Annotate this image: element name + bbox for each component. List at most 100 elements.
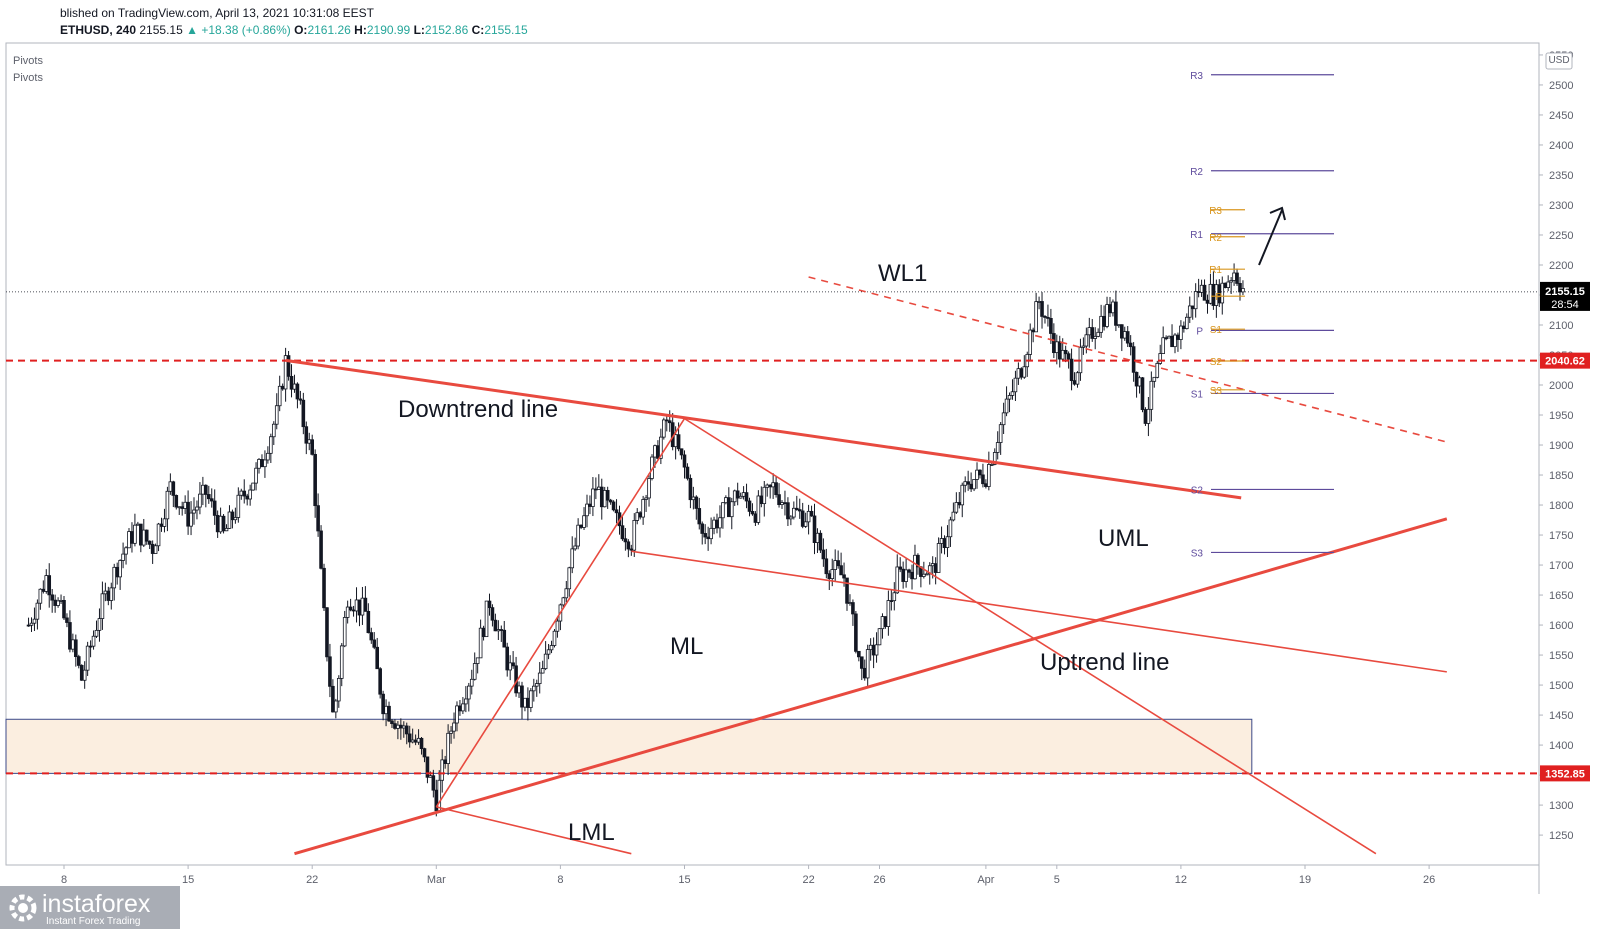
candle-body <box>523 697 527 708</box>
indicator-label-pivots[interactable]: Pivots <box>13 55 43 67</box>
x-tick-label: 15 <box>182 874 194 886</box>
candle-body <box>274 405 279 425</box>
candle-body <box>576 524 580 547</box>
candle-body <box>195 506 199 511</box>
candle-body <box>1049 318 1053 334</box>
candle-body <box>783 502 787 505</box>
candle-body <box>951 511 956 521</box>
low-label: L: <box>413 23 425 37</box>
y-tick-label: 1500 <box>1549 680 1573 692</box>
trendline-pitchfork-handle[interactable] <box>435 418 686 808</box>
x-tick-label: Apr <box>977 874 994 886</box>
candle-body <box>410 739 415 743</box>
x-tick-label: 19 <box>1299 874 1311 886</box>
candle-body <box>396 724 400 729</box>
currency-badge[interactable] <box>1545 52 1573 70</box>
support-zone[interactable] <box>5 718 1253 774</box>
candle-body <box>724 497 728 504</box>
candle-body <box>301 399 306 428</box>
candle-body <box>747 500 752 512</box>
candle-body <box>552 630 557 646</box>
candle-body <box>1117 324 1121 327</box>
candle-body <box>1155 363 1160 378</box>
candle-body <box>47 575 52 596</box>
candle-body <box>898 566 902 570</box>
candle-body <box>404 725 409 735</box>
candle-body <box>215 514 220 533</box>
candle-body <box>1223 282 1228 288</box>
pivot-label-monthly: R2 <box>1190 167 1203 178</box>
annotation-uml: UML <box>1098 525 1149 552</box>
trendline-uptrend-line[interactable] <box>294 517 1448 856</box>
candle-body <box>97 618 102 631</box>
candle-body <box>1016 368 1021 379</box>
x-tick-label: 5 <box>1054 874 1060 886</box>
candle-body <box>984 483 988 487</box>
candle-body <box>922 573 926 577</box>
candle-body <box>901 568 905 582</box>
y-tick-label: 2250 <box>1549 230 1573 242</box>
candle-body <box>372 639 377 648</box>
candle-body <box>1043 316 1047 318</box>
indicator-label-pivots[interactable]: Pivots <box>13 72 43 84</box>
trendline-wl1[interactable] <box>808 276 1448 443</box>
candle-body <box>1187 305 1192 318</box>
pivot-label-monthly: S1 <box>1191 389 1204 400</box>
candle-body <box>735 490 740 499</box>
candle-body <box>712 519 716 529</box>
candle-body <box>26 624 31 627</box>
candle-body <box>41 588 46 592</box>
candle-body <box>168 481 173 492</box>
y-tick-label: 1750 <box>1549 530 1573 542</box>
candle-body <box>245 495 249 500</box>
candle-body <box>218 515 223 533</box>
trendline-uml[interactable] <box>631 550 1447 673</box>
candle-body <box>848 602 852 604</box>
candle-body <box>449 730 453 734</box>
candle-body <box>709 527 713 540</box>
candle-body <box>484 600 489 638</box>
currency-label[interactable]: USD <box>1548 55 1569 66</box>
candle-body <box>868 644 873 650</box>
candle-body <box>322 567 326 609</box>
x-tick-label: 26 <box>1423 874 1435 886</box>
candle-body <box>756 495 761 523</box>
candle-body <box>794 507 799 510</box>
candle-body <box>978 469 982 476</box>
candle-body <box>1081 345 1086 348</box>
candle-body <box>375 646 380 670</box>
candle-body <box>1066 353 1071 360</box>
trendline-lml[interactable] <box>436 806 632 855</box>
candle-body <box>662 419 666 438</box>
candle-body <box>233 517 238 521</box>
trendline-ml[interactable] <box>684 417 1377 855</box>
candle-body <box>969 483 973 490</box>
candle-body <box>1093 335 1098 339</box>
candle-body <box>1202 284 1207 301</box>
candle-body <box>1052 333 1056 354</box>
candle-body <box>68 622 72 650</box>
candle-body <box>493 619 498 632</box>
candle-body <box>727 497 731 518</box>
candle-body <box>171 481 176 496</box>
symbol-label[interactable]: ETHUSD, 240 <box>60 23 137 37</box>
candle-body <box>564 588 569 599</box>
candle-body <box>1105 304 1109 327</box>
candle-body <box>585 503 589 517</box>
candle-body <box>605 490 610 501</box>
candle-body <box>1019 368 1024 378</box>
candle-body <box>440 759 445 781</box>
pivot-label-daily: S2 <box>1210 357 1223 368</box>
candle-body <box>1040 301 1044 317</box>
x-tick-label: 12 <box>1175 874 1187 886</box>
candle-body <box>496 629 501 632</box>
candle-body <box>1161 337 1165 354</box>
candle-body <box>715 519 719 529</box>
candle-body <box>1031 329 1035 333</box>
candle-body <box>79 664 84 681</box>
trendline-downtrend-line[interactable] <box>285 358 1242 500</box>
candle-body <box>204 484 208 495</box>
candle-body <box>499 629 504 631</box>
candle-body <box>1128 342 1133 348</box>
